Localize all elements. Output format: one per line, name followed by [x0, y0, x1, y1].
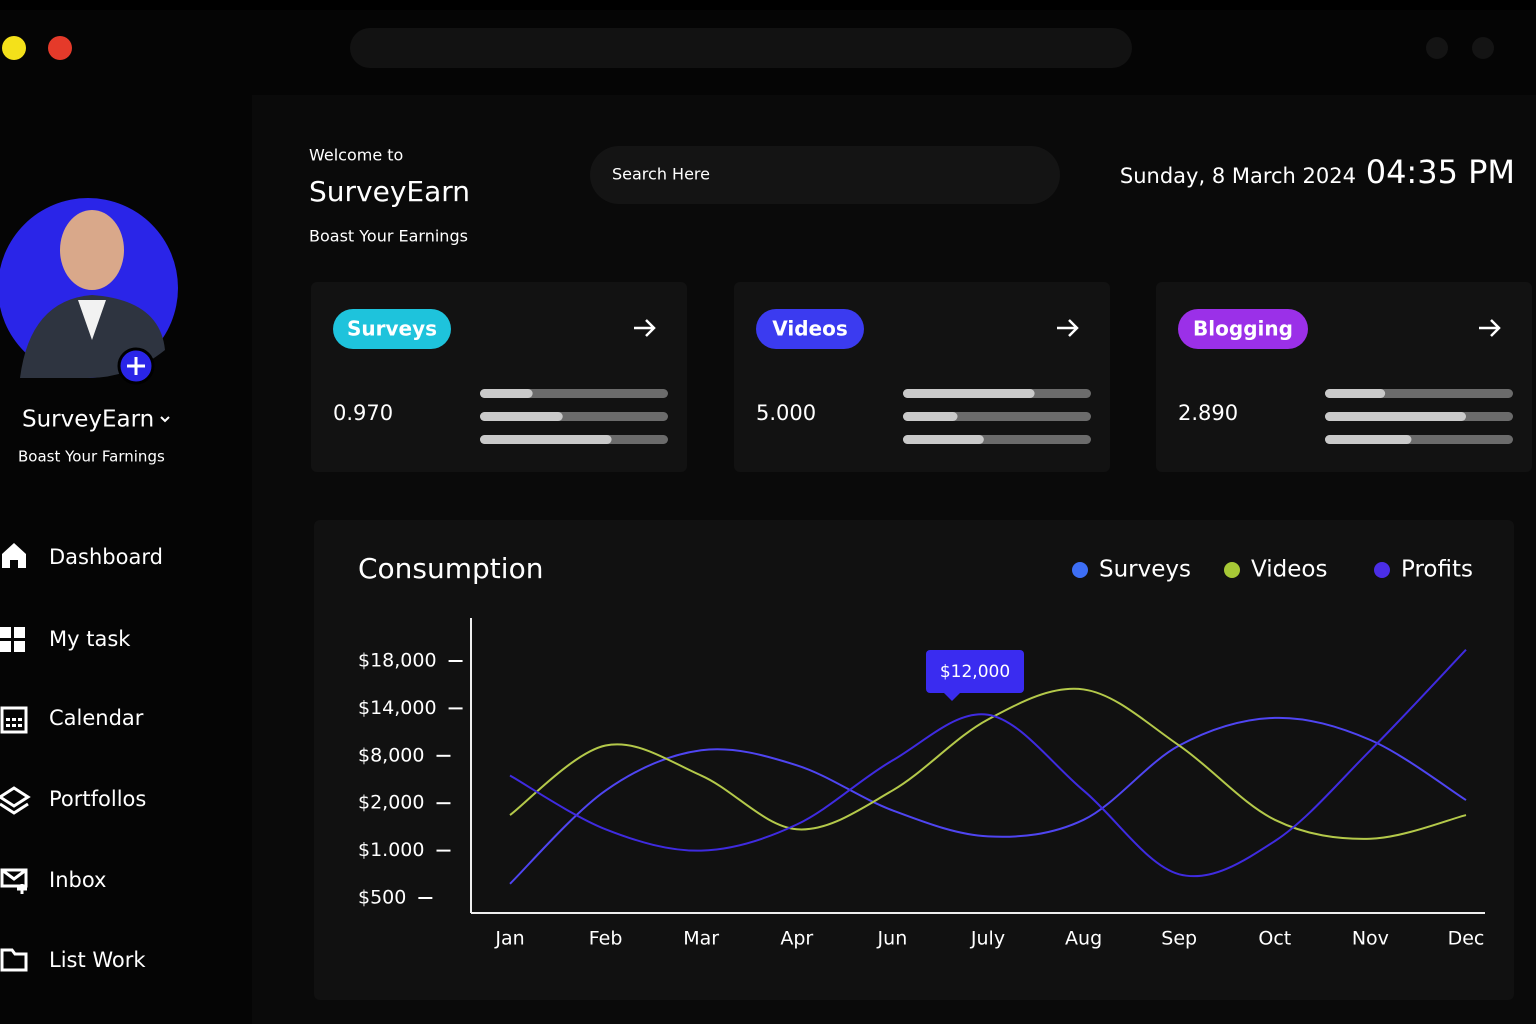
x-tick-label: Dec: [1448, 928, 1485, 950]
x-tick-label: July: [970, 928, 1005, 950]
profile-name[interactable]: SurveyEarn: [22, 407, 154, 433]
nav-icon: [0, 868, 28, 894]
legend-label: Surveys: [1099, 557, 1191, 583]
progress-fill: [1325, 412, 1466, 421]
category-label[interactable]: Blogging: [1193, 317, 1293, 341]
category-label[interactable]: Surveys: [347, 317, 437, 341]
nav-item[interactable]: My task: [49, 627, 131, 651]
y-tick-label: $2,000: [358, 792, 424, 814]
progress-fill: [480, 412, 563, 421]
nav-item[interactable]: List Work: [49, 948, 146, 972]
y-tick-label: $500: [358, 887, 406, 909]
tooltip: [926, 650, 1024, 693]
progress-fill: [903, 389, 1035, 398]
data-line: [509, 716, 1467, 885]
nav-icon: [0, 627, 25, 652]
avatar-shirt: [78, 300, 106, 340]
avatar-face: [60, 210, 124, 290]
nav-item[interactable]: Portfollos: [49, 787, 146, 811]
x-tick-label: Jun: [877, 928, 908, 950]
window-button[interactable]: [1472, 37, 1494, 59]
legend-label: Profits: [1401, 557, 1473, 583]
x-tick-label: Apr: [780, 928, 813, 950]
nav-icon: [6, 718, 22, 727]
legend-dot: [1374, 562, 1390, 578]
arrow-icon[interactable]: [634, 319, 656, 337]
nav-item[interactable]: Dashboard: [49, 545, 163, 569]
window-dot[interactable]: [2, 36, 26, 60]
app-subtitle: Boast Your Earnings: [309, 227, 468, 246]
progress-fill: [903, 435, 984, 444]
progress-fill: [1325, 435, 1412, 444]
card-value: 0.970: [333, 401, 393, 425]
category-pill[interactable]: [1178, 309, 1308, 349]
legend-dot: [1072, 562, 1088, 578]
progress-fill: [903, 412, 958, 421]
tooltip-label: $12,000: [940, 662, 1010, 682]
nav-item[interactable]: Calendar: [49, 706, 144, 730]
y-tick-label: $18,000: [358, 650, 437, 672]
data-line: [509, 649, 1467, 878]
nav-item[interactable]: Inbox: [49, 868, 106, 892]
x-tick-label: Nov: [1352, 928, 1389, 950]
progress-fill: [480, 435, 612, 444]
nav-icon: [2, 543, 26, 568]
window-button[interactable]: [1426, 37, 1448, 59]
profile-tagline: Boast Your Farnings: [18, 448, 165, 466]
x-tick-label: Aug: [1065, 928, 1102, 950]
data-line: [509, 687, 1467, 840]
date-text: Sunday, 8 March 2024: [1120, 164, 1356, 188]
app-title: SurveyEarn: [309, 175, 470, 208]
nav-icon: [0, 786, 31, 815]
category-pill[interactable]: [756, 309, 864, 349]
arrow-icon[interactable]: [1479, 319, 1501, 337]
progress-fill: [1325, 389, 1386, 398]
category-label[interactable]: Videos: [772, 317, 848, 341]
progress-fill: [480, 389, 533, 398]
y-tick-label: $14,000: [358, 697, 437, 719]
x-tick-label: Sep: [1161, 928, 1197, 950]
card-value: 5.000: [756, 401, 816, 425]
welcome-text: Welcome to: [309, 146, 403, 165]
legend-dot: [1224, 562, 1240, 578]
address-bar[interactable]: [350, 28, 1132, 68]
x-tick-label: Mar: [683, 928, 719, 950]
tooltip-pointer: [944, 693, 960, 701]
nav-icon: [0, 948, 28, 972]
y-tick-label: $1.000: [358, 839, 424, 861]
chart-title: Consumption: [358, 552, 543, 585]
category-pill[interactable]: [333, 309, 451, 349]
plus-icon: [127, 357, 145, 375]
window-dot[interactable]: [48, 36, 72, 60]
card-value: 2.890: [1178, 401, 1238, 425]
search-placeholder[interactable]: Search Here: [612, 165, 710, 184]
x-tick-label: Oct: [1258, 928, 1291, 950]
time-text: 04:35 PM: [1366, 153, 1515, 191]
chart-panel: [314, 520, 1514, 1000]
dropdown-icon[interactable]: [160, 416, 170, 423]
legend-label: Videos: [1251, 557, 1327, 583]
y-tick-label: $8,000: [358, 744, 424, 766]
nav-icon: [0, 706, 28, 734]
x-tick-label: Feb: [589, 928, 623, 950]
search-box[interactable]: [590, 146, 1060, 204]
x-tick-label: Jan: [494, 928, 524, 950]
arrow-icon[interactable]: [1057, 319, 1079, 337]
